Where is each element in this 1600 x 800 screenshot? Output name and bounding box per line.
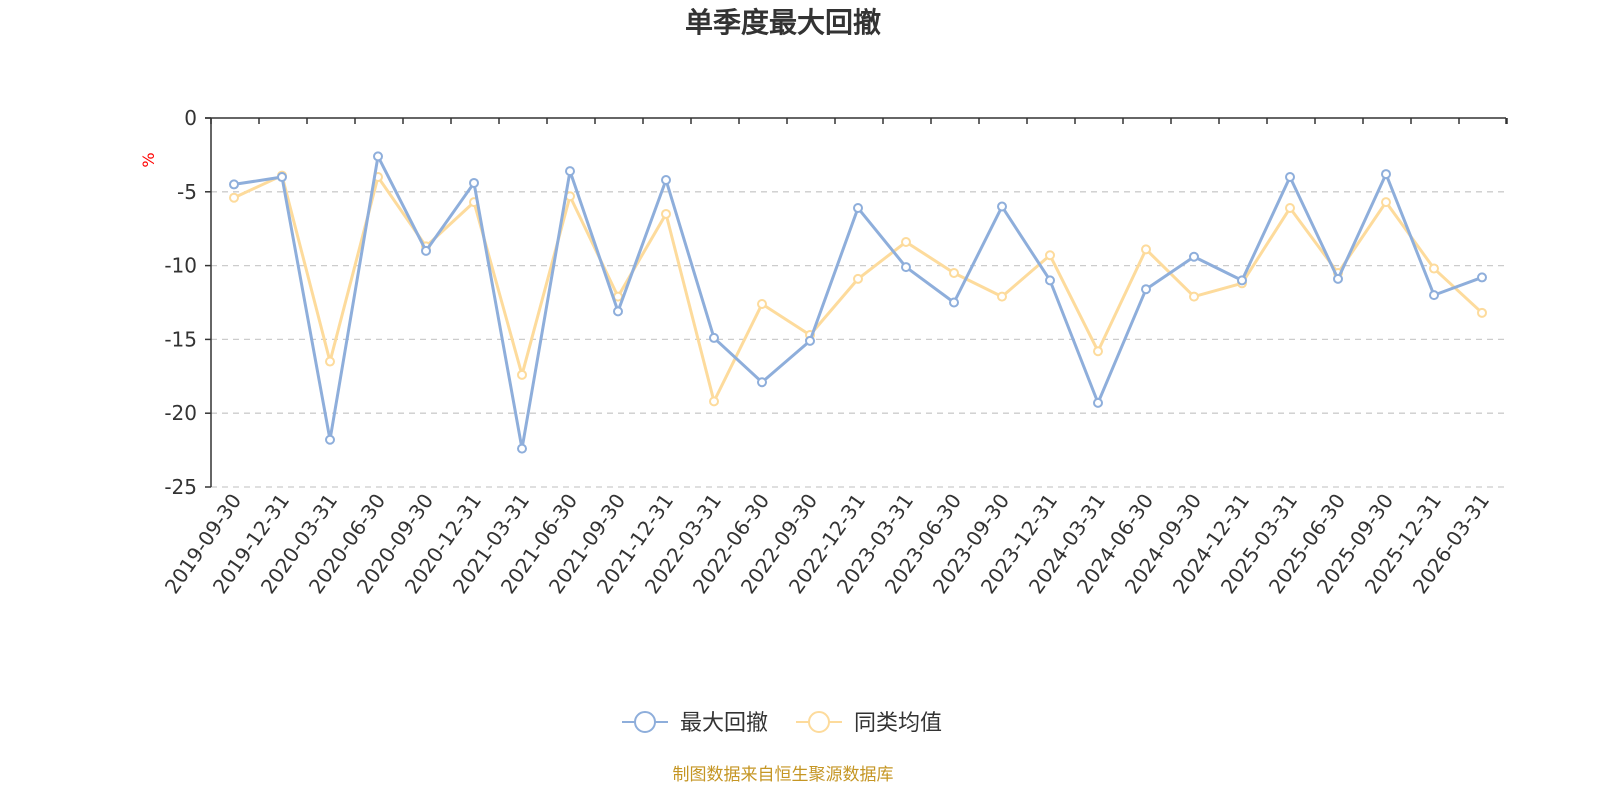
data-point[interactable] — [805, 335, 815, 346]
y-tick-label: -10 — [164, 254, 197, 278]
data-point[interactable] — [565, 166, 575, 177]
data-point[interactable] — [1381, 169, 1391, 180]
chart-title: 单季度最大回撤 — [685, 6, 881, 39]
data-point[interactable] — [997, 201, 1007, 212]
data-point[interactable] — [1429, 290, 1439, 301]
grid-lines — [211, 191, 1506, 488]
data-point[interactable] — [709, 332, 719, 343]
legend-item-peer-average[interactable]: 同类均值 — [796, 711, 942, 736]
data-point[interactable] — [373, 151, 383, 162]
series-line — [233, 154, 1483, 451]
legend-label-peer-average: 同类均值 — [854, 711, 942, 736]
data-point[interactable] — [709, 396, 719, 407]
y-tick-label: -5 — [177, 180, 197, 204]
data-point[interactable] — [901, 262, 911, 273]
data-point[interactable] — [757, 298, 767, 309]
data-point[interactable] — [325, 434, 335, 445]
legend-marker-max-drawdown — [634, 711, 656, 733]
data-point[interactable] — [613, 306, 623, 317]
data-point[interactable] — [661, 174, 671, 185]
series-0 — [229, 151, 1487, 454]
data-point[interactable] — [757, 377, 767, 388]
data-point[interactable] — [1285, 203, 1295, 214]
data-point[interactable] — [1093, 346, 1103, 357]
data-point[interactable] — [661, 208, 671, 219]
data-point[interactable] — [325, 356, 335, 367]
data-point[interactable] — [853, 203, 863, 214]
data-point[interactable] — [421, 245, 431, 256]
data-point[interactable] — [901, 236, 911, 247]
data-point[interactable] — [1429, 263, 1439, 274]
series-lines — [229, 151, 1487, 454]
y-tick-label: -15 — [164, 327, 197, 351]
data-point[interactable] — [1141, 284, 1151, 295]
data-point[interactable] — [1381, 197, 1391, 208]
data-point[interactable] — [517, 443, 527, 454]
data-point[interactable] — [277, 172, 287, 183]
data-point[interactable] — [949, 297, 959, 308]
data-point[interactable] — [469, 177, 479, 188]
data-point[interactable] — [1045, 275, 1055, 286]
data-point[interactable] — [229, 192, 239, 203]
data-point[interactable] — [1333, 273, 1343, 284]
y-axis-unit: % — [139, 152, 158, 167]
data-point[interactable] — [1093, 397, 1103, 408]
data-point[interactable] — [949, 267, 959, 278]
legend-label-max-drawdown: 最大回撤 — [680, 711, 768, 736]
data-point[interactable] — [1141, 244, 1151, 255]
x-tick-labels: 2019-09-302019-12-312020-03-312020-06-30… — [160, 489, 1494, 598]
data-point[interactable] — [1285, 172, 1295, 183]
y-tick-label: 0 — [184, 106, 197, 130]
data-point[interactable] — [997, 291, 1007, 302]
y-tick-label: -20 — [164, 401, 197, 425]
data-point[interactable] — [1189, 251, 1199, 262]
data-point[interactable] — [853, 273, 863, 284]
axes — [205, 117, 1508, 488]
data-point[interactable] — [1045, 250, 1055, 261]
data-point[interactable] — [1477, 307, 1487, 318]
data-point[interactable] — [517, 369, 527, 380]
source-note: 制图数据来自恒生聚源数据库 — [673, 765, 894, 785]
legend-item-max-drawdown[interactable]: 最大回撤 — [622, 711, 768, 736]
y-tick-label: -25 — [164, 475, 197, 499]
data-point[interactable] — [1237, 275, 1247, 286]
legend[interactable]: 最大回撤 同类均值 — [622, 711, 942, 736]
data-point[interactable] — [1477, 272, 1487, 283]
data-point[interactable] — [229, 179, 239, 190]
legend-marker-peer-average — [808, 711, 830, 733]
y-tick-labels: 0 -5 -10 -15 -20 -25 — [164, 106, 197, 499]
data-point[interactable] — [1189, 291, 1199, 302]
